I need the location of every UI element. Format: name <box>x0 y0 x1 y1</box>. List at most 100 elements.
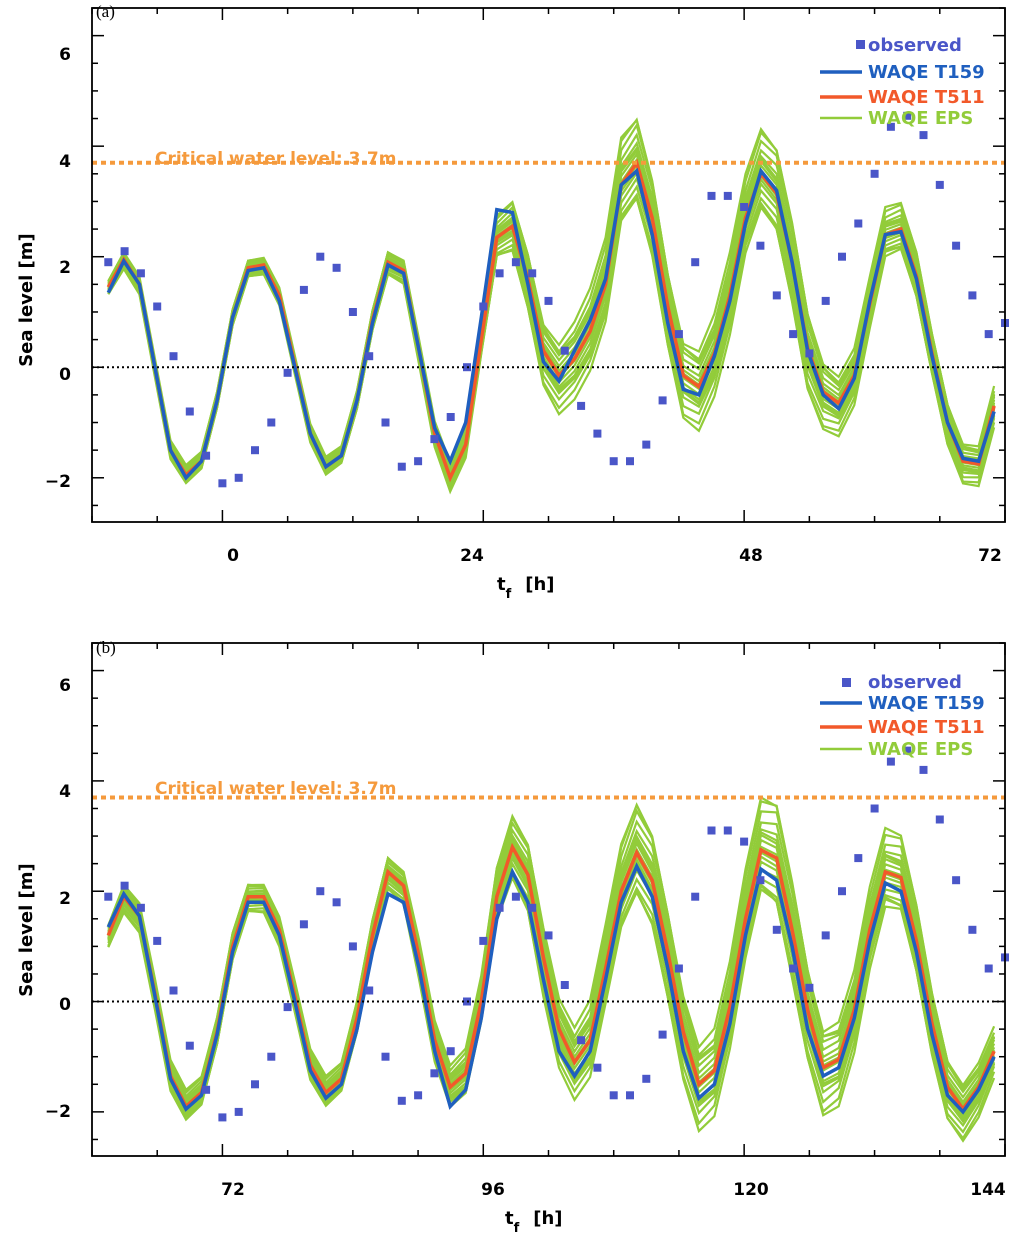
x-tick-label: 72 <box>978 546 1002 566</box>
observed-point <box>397 462 406 471</box>
observed-point <box>218 479 227 488</box>
observed-point <box>642 440 651 449</box>
observed-point <box>316 887 325 896</box>
observed-point <box>772 291 781 300</box>
observed-point <box>707 826 716 835</box>
observed-series <box>104 111 1009 488</box>
y-tick-label: 2 <box>59 258 71 278</box>
t159-line <box>106 862 996 1115</box>
observed-point <box>870 804 879 813</box>
x-tick-label: 96 <box>481 1180 505 1200</box>
legend-observed-marker <box>856 40 865 49</box>
observed-point <box>674 964 683 973</box>
t159-series <box>106 862 996 1115</box>
observed-point <box>854 854 863 863</box>
panel-label: (a) <box>96 2 115 21</box>
observed-point <box>968 291 977 300</box>
legend-t511-label: WAQE T511 <box>868 717 985 738</box>
observed-point <box>919 765 928 774</box>
observed-point <box>202 1085 211 1094</box>
observed-point <box>136 903 145 912</box>
observed-point <box>528 269 537 278</box>
observed-point <box>136 269 145 278</box>
observed-point <box>267 418 276 427</box>
eps-member-line <box>107 799 996 1095</box>
plot-frame <box>91 7 1006 523</box>
observed-point <box>886 757 895 766</box>
observed-point <box>153 302 162 311</box>
t159-series <box>106 167 996 481</box>
observed-point <box>511 892 520 901</box>
panel-label: (b) <box>96 638 116 657</box>
eps-ensemble <box>107 117 996 495</box>
x-tick-label: 48 <box>739 546 763 566</box>
observed-point <box>609 1091 618 1100</box>
observed-point <box>772 925 781 934</box>
legend-eps-label: WAQE EPS <box>868 739 973 760</box>
observed-point <box>789 330 798 339</box>
observed-point <box>952 876 961 885</box>
observed-point <box>838 252 846 261</box>
observed-point <box>104 258 113 267</box>
legend-t159-label: WAQE T159 <box>868 693 985 714</box>
observed-point <box>805 983 814 992</box>
observed-point <box>218 1113 227 1122</box>
observed-point <box>544 296 553 305</box>
observed-point <box>283 368 292 377</box>
observed-point <box>414 1091 423 1100</box>
observed-point <box>838 887 846 896</box>
observed-point <box>104 892 113 901</box>
observed-point <box>691 892 700 901</box>
observed-point <box>299 920 308 929</box>
observed-point <box>169 986 178 995</box>
observed-point <box>903 111 912 120</box>
observed-point <box>642 1074 651 1083</box>
legend: observed WAQE T159 WAQE T511 WAQE EPS <box>820 672 985 760</box>
y-tick-label: 0 <box>59 365 71 385</box>
observed-point <box>658 396 667 405</box>
t511-series <box>106 158 996 483</box>
legend-t511-label: WAQE T511 <box>868 87 985 108</box>
observed-point <box>495 269 504 278</box>
legend-observed-label: observed <box>868 672 962 693</box>
critical-level-label: Critical water level: 3.7m <box>155 149 396 169</box>
eps-member-line <box>107 833 996 1104</box>
observed-point <box>968 925 977 934</box>
y-axis-label: Sea level [m] <box>16 233 37 367</box>
observed-point <box>577 1036 586 1045</box>
observed-point <box>495 903 504 912</box>
observed-point <box>430 1069 439 1078</box>
observed-point <box>185 1041 194 1050</box>
observed-point <box>674 330 683 339</box>
eps-member-line <box>107 874 996 1141</box>
panel-a: (a) Critical water level: 3.7m 0 24 48 7… <box>16 2 1009 602</box>
observed-point <box>332 898 341 907</box>
y-tick-label: 4 <box>59 782 71 802</box>
observed-point <box>169 352 178 361</box>
x-tick-label: 72 <box>221 1180 245 1200</box>
y-axis-label: Sea level [m] <box>16 863 37 997</box>
observed-point <box>446 413 455 421</box>
observed-point <box>479 302 488 311</box>
observed-point <box>626 457 634 466</box>
observed-point <box>593 1063 602 1072</box>
y-tick-label: 6 <box>59 45 71 65</box>
observed-point <box>479 936 488 945</box>
observed-point <box>251 446 259 455</box>
eps-member-line <box>107 195 996 492</box>
observed-point <box>723 826 732 835</box>
observed-point <box>935 180 944 189</box>
x-tick-label: 24 <box>460 546 484 566</box>
observed-point <box>430 435 439 444</box>
observed-point <box>446 1047 455 1056</box>
axis-ticks <box>91 7 1006 522</box>
observed-point <box>886 122 895 131</box>
observed-point <box>560 981 569 989</box>
legend-t159-label: WAQE T159 <box>868 62 985 83</box>
eps-member-line <box>107 196 996 489</box>
observed-point <box>789 964 798 973</box>
observed-point <box>185 407 194 416</box>
observed-point <box>984 330 993 339</box>
eps-member-line <box>107 140 996 474</box>
observed-point <box>381 418 390 427</box>
